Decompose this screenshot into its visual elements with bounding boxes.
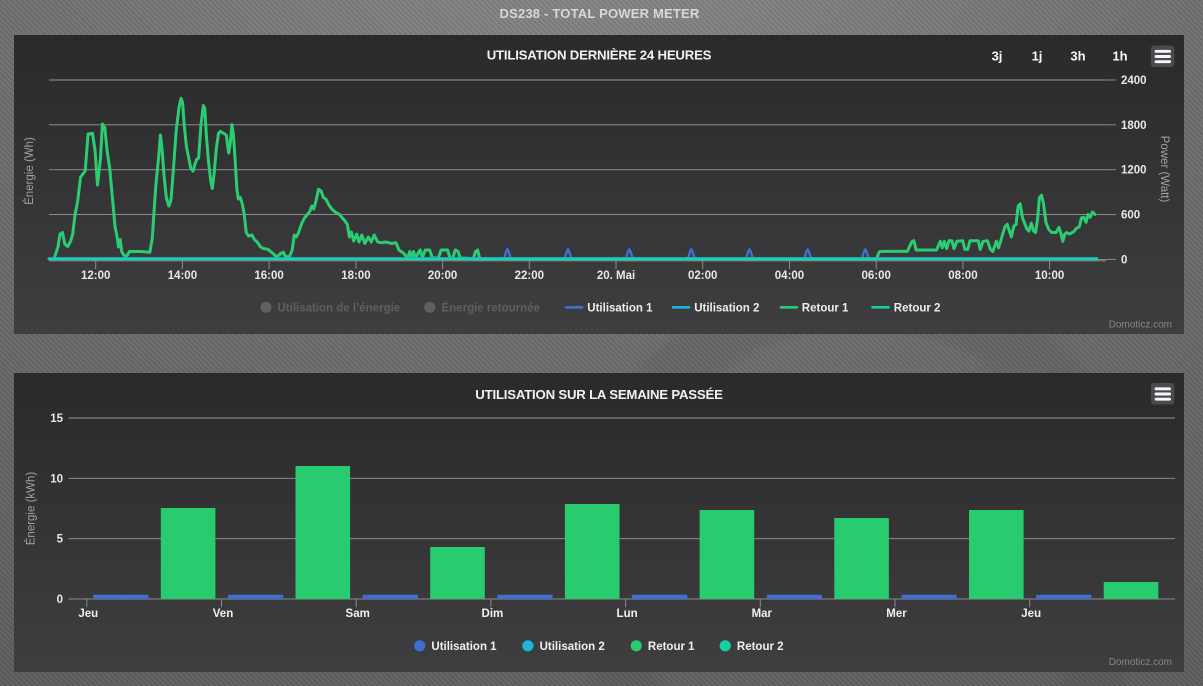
svg-text:14:00: 14:00 xyxy=(168,270,197,282)
svg-text:Domoticz.com: Domoticz.com xyxy=(1109,657,1172,668)
svg-text:Power (Watt): Power (Watt) xyxy=(1158,136,1170,203)
svg-text:UTILISATION DERNIÈRE 24 HEURES: UTILISATION DERNIÈRE 24 HEURES xyxy=(487,48,712,63)
svg-text:Utilisation de l’énergie: Utilisation de l’énergie xyxy=(278,302,401,314)
svg-text:06:00: 06:00 xyxy=(861,270,890,282)
svg-text:1h: 1h xyxy=(1112,49,1127,64)
svg-text:Dim: Dim xyxy=(482,608,504,620)
svg-text:3j: 3j xyxy=(992,49,1003,64)
svg-text:Énergie (Wh): Énergie (Wh) xyxy=(23,137,36,205)
svg-text:Utilisation 1: Utilisation 1 xyxy=(587,302,653,314)
svg-text:2400: 2400 xyxy=(1121,75,1147,87)
svg-text:02:00: 02:00 xyxy=(688,270,717,282)
svg-text:Lun: Lun xyxy=(617,608,638,620)
svg-text:Jeu: Jeu xyxy=(1021,608,1041,620)
svg-text:10: 10 xyxy=(50,473,63,485)
svg-text:20. Mai: 20. Mai xyxy=(597,270,635,282)
svg-text:08:00: 08:00 xyxy=(948,270,977,282)
svg-text:Retour 1: Retour 1 xyxy=(648,641,695,653)
svg-text:22:00: 22:00 xyxy=(515,270,544,282)
svg-text:Jeu: Jeu xyxy=(78,608,98,620)
svg-text:Retour 1: Retour 1 xyxy=(802,302,849,314)
svg-text:12:00: 12:00 xyxy=(81,270,110,282)
svg-text:16:00: 16:00 xyxy=(254,270,283,282)
svg-text:Énergie (kWh): Énergie (kWh) xyxy=(25,472,38,546)
svg-text:Domoticz.com: Domoticz.com xyxy=(1109,320,1172,331)
svg-text:04:00: 04:00 xyxy=(775,270,804,282)
svg-text:0: 0 xyxy=(57,594,63,606)
svg-text:Mar: Mar xyxy=(752,608,773,620)
svg-text:0: 0 xyxy=(1121,254,1127,266)
svg-text:1200: 1200 xyxy=(1121,165,1147,177)
svg-text:3h: 3h xyxy=(1070,49,1085,64)
svg-text:5: 5 xyxy=(57,534,64,546)
svg-text:1j: 1j xyxy=(1032,49,1043,64)
svg-text:20:00: 20:00 xyxy=(428,270,457,282)
svg-text:Ven: Ven xyxy=(213,608,233,620)
svg-text:UTILISATION SUR LA SEMAINE PAS: UTILISATION SUR LA SEMAINE PASSÉE xyxy=(475,387,723,402)
svg-text:1800: 1800 xyxy=(1121,120,1147,132)
svg-text:Utilisation 2: Utilisation 2 xyxy=(540,641,605,653)
svg-text:Utilisation 2: Utilisation 2 xyxy=(694,302,759,314)
svg-text:Utilisation 1: Utilisation 1 xyxy=(431,641,497,653)
svg-text:Mer: Mer xyxy=(886,608,907,620)
svg-text:Sam: Sam xyxy=(346,608,370,620)
svg-text:Retour 2: Retour 2 xyxy=(894,302,941,314)
svg-text:Retour 2: Retour 2 xyxy=(737,641,784,653)
svg-text:Énergie retournée: Énergie retournée xyxy=(442,301,540,314)
svg-text:18:00: 18:00 xyxy=(341,270,370,282)
svg-text:600: 600 xyxy=(1121,210,1140,222)
svg-text:15: 15 xyxy=(50,413,63,425)
svg-text:10:00: 10:00 xyxy=(1035,270,1064,282)
